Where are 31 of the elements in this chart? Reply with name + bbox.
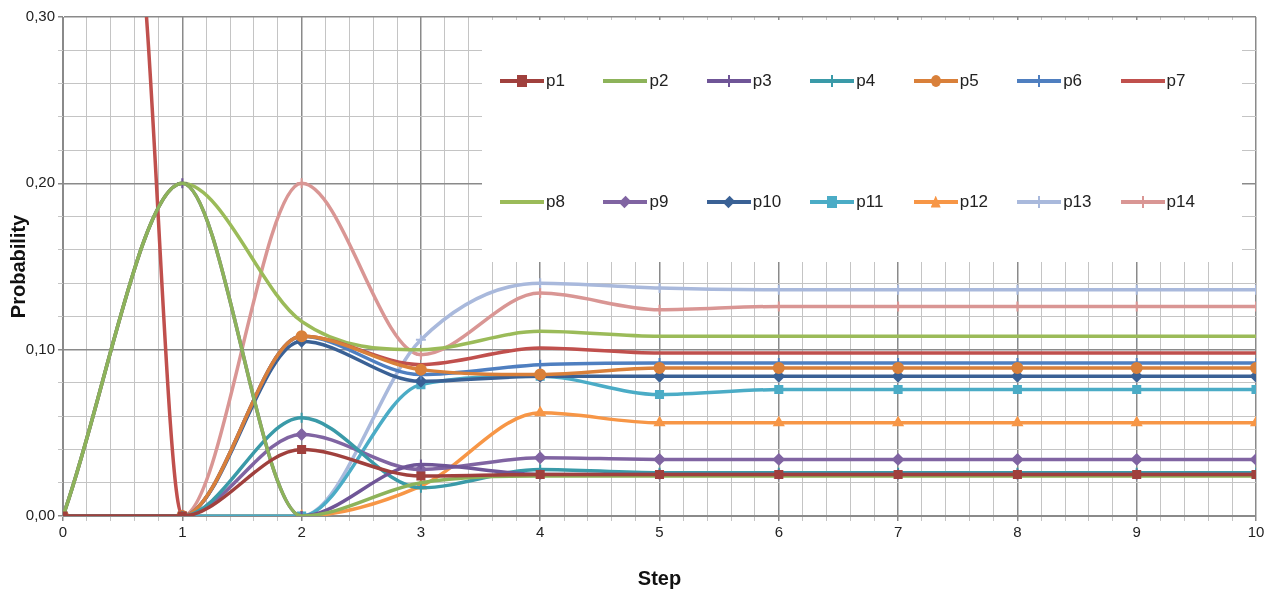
x-tick-label: 6 — [774, 523, 783, 541]
legend-label: p9 — [649, 191, 669, 212]
y-tick-label: 0,00 — [25, 506, 55, 524]
x-tick-label: 5 — [655, 523, 664, 541]
legend-label: p13 — [1063, 191, 1092, 212]
legend-label: p8 — [546, 191, 565, 212]
x-tick-label: 4 — [536, 523, 545, 541]
y-tick-label: 0,30 — [25, 7, 55, 25]
x-tick-label: 10 — [1247, 523, 1265, 541]
legend-label: p2 — [649, 70, 669, 91]
legend-label: p1 — [546, 70, 565, 91]
y-tick-label: 0,10 — [25, 339, 55, 357]
legend-label: p11 — [856, 191, 884, 212]
x-tick-label: 1 — [178, 523, 187, 541]
x-tick-label: 8 — [1013, 523, 1022, 541]
legend-label: p14 — [1166, 191, 1195, 212]
legend-label: p3 — [752, 70, 772, 91]
x-tick-label: 0 — [58, 523, 68, 541]
legend-label: p10 — [752, 191, 782, 212]
x-tick-label: 7 — [893, 523, 903, 541]
x-tick-label: 2 — [297, 523, 306, 541]
legend-label: p6 — [1063, 70, 1083, 91]
x-tick-label: 9 — [1132, 523, 1141, 541]
x-axis-title: Step — [637, 566, 682, 589]
legend-label: p5 — [959, 70, 979, 91]
x-tick-label: 3 — [416, 523, 426, 541]
legend-label: p12 — [959, 191, 989, 212]
y-tick-label: 0,20 — [25, 173, 55, 191]
y-axis-title: Probability — [6, 213, 29, 319]
legend-label: p4 — [856, 70, 876, 91]
legend-label: p7 — [1166, 70, 1186, 91]
